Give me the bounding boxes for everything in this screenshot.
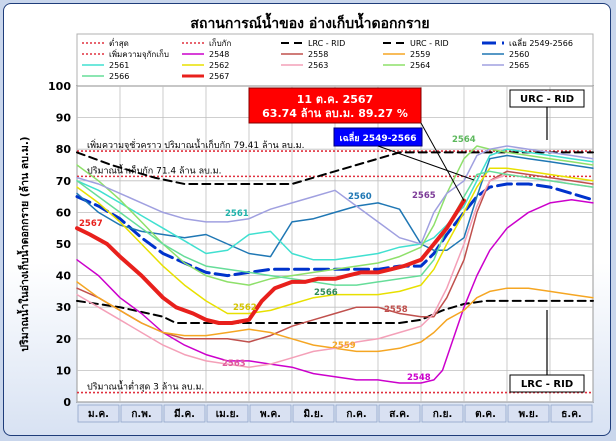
year-label-2562: 2562 (233, 303, 257, 313)
reference-label-เก็บกัก: ปริมาณน้ำเก็บกัก 71.4 ล้าน ลบ.ม. (87, 163, 221, 176)
year-label-2563: 2563 (222, 359, 246, 369)
month-box-เม.ย. (206, 404, 249, 423)
y-tick-label-40: 40 (56, 270, 72, 283)
y-tick-label-30: 30 (56, 301, 72, 314)
y-tick-label-100: 100 (48, 80, 71, 93)
x-tick-label-ธ.ค.: ธ.ค. (561, 409, 581, 420)
month-box-ก.พ. (120, 404, 163, 423)
avg-pointer (377, 145, 475, 181)
legend-label-2562: 2562 (209, 61, 229, 70)
legend-label-2567: 2567 (209, 72, 229, 81)
reference-label-เพิ่มความจุกักเก็บ: เพิ่มความจุชั่วคราว ปริมาณน้ำเก็บกัก 79.… (87, 138, 304, 151)
callout-2567-value: 63.74 ล้าน ลบ.ม. 89.27 % (262, 107, 408, 120)
legend-label-2561: 2561 (109, 61, 129, 70)
x-tick-label-เม.ย.: เม.ย. (216, 409, 239, 420)
series-line-2567 (75, 198, 466, 325)
year-label-2558: 2558 (384, 305, 408, 315)
chart-svg: สถานการณ์น้ำของ อ่างเก็บน้ำดอกกรายต่ำสุด… (16, 12, 595, 423)
x-tick-label-พ.ค.: พ.ค. (260, 409, 281, 420)
series-line-2562 (76, 167, 594, 315)
month-box-ต.ค. (464, 404, 507, 423)
legend-label-ต่ำสุด: ต่ำสุด (109, 37, 129, 48)
year-label-2548: 2548 (407, 373, 431, 383)
series-line-2548 (76, 199, 594, 384)
y-tick-label-10: 10 (56, 364, 72, 377)
series-line-2564 (76, 145, 594, 286)
x-tick-label-ก.ค.: ก.ค. (346, 409, 366, 420)
legend-label-2558: 2558 (308, 50, 328, 59)
month-box-มิ.ย. (292, 404, 335, 423)
chart-title: สถานการณ์น้ำของ อ่างเก็บน้ำดอกกราย (190, 12, 429, 32)
urc-box-label: URC - RID (520, 94, 574, 105)
y-tick-label-80: 80 (56, 143, 72, 156)
avg-box-label: เฉลี่ย 2549-2566 (340, 131, 417, 144)
legend-label-2564: 2564 (410, 61, 430, 70)
year-label-2561: 2561 (225, 209, 249, 219)
legend-label-2548: 2548 (209, 50, 229, 59)
month-box-ก.ค. (335, 404, 378, 423)
series-line-2565 (76, 145, 594, 245)
legend-label-เฉลี่ย 2549-2566: เฉลี่ย 2549-2566 (509, 37, 573, 48)
legend-label-เก็บกัก: เก็บกัก (209, 38, 232, 48)
legend-label-2560: 2560 (509, 50, 529, 59)
x-tick-label-ส.ค.: ส.ค. (389, 409, 409, 420)
month-box-ม.ค. (77, 404, 120, 423)
legend-box (76, 33, 594, 87)
series-line-2558 (76, 170, 594, 343)
month-box-ส.ค. (378, 404, 421, 423)
year-label-2564: 2564 (452, 135, 476, 145)
x-tick-label-พ.ย.: พ.ย. (518, 409, 538, 420)
callout-2567-date: 11 ต.ค. 2567 (297, 93, 373, 106)
legend-label-2565: 2565 (509, 61, 529, 70)
legend-label-2566: 2566 (109, 72, 129, 81)
series-line-2566 (76, 170, 594, 286)
y-tick-label-70: 70 (56, 175, 72, 188)
x-tick-label-ก.พ.: ก.พ. (131, 409, 151, 420)
legend-label-LRC - RID: LRC - RID (308, 39, 345, 48)
month-box-พ.ค. (249, 404, 292, 423)
x-tick-label-มี.ค.: มี.ค. (174, 408, 195, 420)
legend-label-2559: 2559 (410, 50, 430, 59)
x-tick-label-ม.ค.: ม.ค. (88, 409, 109, 420)
month-box-มี.ค. (163, 404, 206, 423)
year-label-2560: 2560 (348, 192, 372, 202)
year-label-2565: 2565 (412, 191, 436, 201)
y-tick-label-0: 0 (63, 396, 71, 409)
series-line-LRC - RID (76, 299, 594, 324)
legend-label-เพิ่มความจุกักเก็บ: เพิ่มความจุกักเก็บ (109, 48, 169, 59)
year-label-2559: 2559 (332, 341, 356, 351)
series-line-เฉลี่ย 2549-2566 (75, 182, 595, 278)
y-tick-label-50: 50 (56, 238, 72, 251)
year-label-2567: 2567 (79, 219, 103, 229)
y-tick-label-90: 90 (56, 112, 72, 125)
y-tick-label-60: 60 (56, 206, 72, 219)
series-line-2563 (76, 173, 594, 368)
reference-label-ต่ำสุด: ปริมาณน้ำต่ำสุด 3 ล้าน ลบ.ม. (87, 380, 204, 393)
year-label-2566: 2566 (314, 288, 338, 298)
month-box-พ.ย. (507, 404, 550, 423)
legend-label-2563: 2563 (308, 61, 328, 70)
x-tick-label-ก.ย.: ก.ย. (433, 409, 453, 420)
series-line-URC - RID (76, 151, 594, 185)
month-box-ธ.ค. (550, 404, 593, 423)
month-box-ก.ย. (421, 404, 464, 423)
y-axis-label: ปริมาณน้ำในอ่างเก็บน้ำดอกกราย (ล้าน ลบ.ม… (16, 136, 31, 351)
callout-2567-box (248, 87, 422, 124)
legend-label-URC - RID: URC - RID (410, 39, 449, 48)
lrc-box-label: LRC - RID (521, 379, 573, 390)
chart-frame: สถานการณ์น้ำของ อ่างเก็บน้ำดอกกรายต่ำสุด… (3, 3, 611, 436)
series-line-2559 (76, 281, 594, 353)
callout-2567-pointer (420, 122, 465, 201)
y-tick-label-20: 20 (56, 333, 72, 346)
x-tick-label-ต.ค.: ต.ค. (475, 409, 496, 420)
x-tick-label-มิ.ย.: มิ.ย. (303, 408, 323, 420)
